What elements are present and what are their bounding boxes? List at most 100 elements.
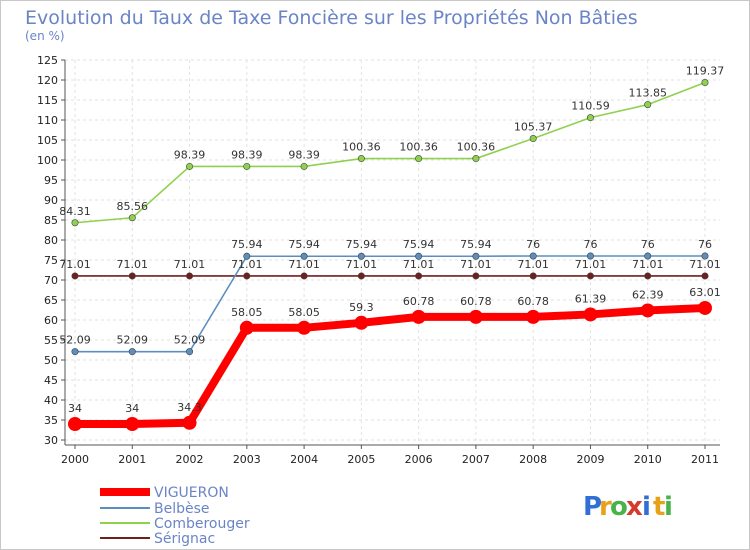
data-point-serignac-2009: [586, 272, 594, 280]
data-labels: 71.01 71.01 71.01 71.01 71.01 71.01 71.01 71.01…: [59, 65, 724, 415]
legend-label-comberouger: Comberouger: [154, 516, 250, 532]
data-label-comberouger-2001: 85.56: [117, 200, 149, 213]
ytick-label-70: 70: [44, 274, 58, 287]
data-point-vigueron-2009: [583, 307, 598, 322]
data-point-belbese-2007: [472, 252, 480, 260]
brand-letter-3: x: [626, 492, 643, 522]
ytick-label-120: 120: [37, 74, 58, 87]
ytick-label-85: 85: [44, 214, 58, 227]
data-point-belbese-2010: [644, 252, 652, 260]
data-label-belbese-2009: 76: [583, 238, 597, 251]
data-label-belbese-2004: 75.94: [288, 238, 320, 251]
data-point-vigueron-2003: [239, 320, 254, 335]
legend: VIGUERON Belbèse Comberouger Sérignac: [100, 485, 250, 547]
data-label-vigueron-2007: 60.78: [460, 295, 492, 308]
xtick-label-2000: 2000: [61, 453, 89, 466]
data-point-belbese-2008: [529, 252, 537, 260]
data-label-comberouger-2008: 105.37: [514, 121, 553, 134]
data-label-belbese-2003: 75.94: [231, 238, 263, 251]
data-label-comberouger-2011: 119.37: [686, 65, 725, 78]
data-label-comberouger-2005: 100.36: [342, 141, 381, 154]
data-label-belbese-2002: 52.09: [174, 334, 206, 347]
brand-letter-1: r: [599, 492, 612, 522]
data-label-vigueron-2005: 59.3: [349, 301, 374, 314]
data-label-comberouger-2006: 100.36: [399, 141, 438, 154]
data-label-comberouger-2002: 98.39: [174, 148, 206, 161]
data-point-comberouger-2005: [357, 155, 365, 163]
data-label-vigueron-2003: 58.05: [231, 306, 263, 319]
data-point-serignac-2004: [300, 272, 308, 280]
data-point-vigueron-2001: [125, 417, 140, 431]
data-point-serignac-2000: [71, 272, 79, 280]
ytick-label-80: 80: [44, 234, 58, 247]
ytick-label-50: 50: [44, 354, 58, 367]
chart-subtitle: (en %): [25, 29, 65, 43]
axes: [64, 60, 720, 446]
data-label-serignac-2009: 71.01: [575, 258, 607, 271]
xtick-label-2003: 2003: [233, 453, 261, 466]
data-point-belbese-2009: [586, 252, 594, 260]
data-point-comberouger-2008: [529, 135, 537, 143]
brand-letter-6: i: [664, 492, 673, 522]
grid: [65, 59, 720, 445]
data-point-serignac-2008: [529, 272, 537, 280]
data-point-vigueron-2008: [526, 309, 541, 324]
data-point-comberouger-2006: [415, 155, 423, 163]
data-label-comberouger-2010: 113.85: [628, 87, 667, 100]
data-label-vigueron-2009: 61.39: [575, 292, 607, 305]
xtick-label-2005: 2005: [347, 453, 375, 466]
data-label-vigueron-2002: 34.3: [177, 401, 202, 414]
data-label-belbese-2010: 76: [641, 238, 655, 251]
data-label-comberouger-2000: 84.31: [59, 205, 91, 218]
data-label-serignac-2003: 71.01: [231, 258, 263, 271]
ytick-label-75: 75: [44, 254, 58, 267]
legend-label-serignac: Sérignac: [154, 531, 215, 547]
data-point-serignac-2003: [243, 272, 251, 280]
data-label-comberouger-2009: 110.59: [571, 100, 610, 113]
ytick-label-105: 105: [37, 134, 58, 147]
data-point-belbese-2005: [357, 252, 365, 260]
data-label-serignac-2001: 71.01: [117, 258, 149, 271]
ytick-label-60: 60: [44, 314, 58, 327]
ytick-label-95: 95: [44, 174, 58, 187]
data-point-comberouger-2002: [186, 162, 194, 170]
data-point-serignac-2001: [128, 272, 136, 280]
xtick-label-2010: 2010: [634, 453, 662, 466]
data-label-comberouger-2003: 98.39: [231, 148, 263, 161]
ytick-label-65: 65: [44, 294, 58, 307]
data-label-belbese-2008: 76: [526, 238, 540, 251]
data-label-serignac-2000: 71.01: [59, 258, 91, 271]
data-label-belbese-2000: 52.09: [59, 334, 91, 347]
series: [68, 79, 712, 431]
ytick-label-90: 90: [44, 194, 58, 207]
series-line-belbese: [74, 255, 706, 353]
data-point-comberouger-2001: [128, 214, 136, 222]
data-point-serignac-2010: [644, 272, 652, 280]
ytick-label-100: 100: [37, 154, 58, 167]
data-point-vigueron-2005: [354, 315, 369, 330]
data-label-serignac-2002: 71.01: [174, 258, 206, 271]
data-label-vigueron-2006: 60.78: [403, 295, 435, 308]
legend-label-belbese: Belbèse: [154, 501, 210, 517]
ytick-label-35: 35: [44, 414, 58, 427]
xtick-label-2002: 2002: [176, 453, 204, 466]
x-ticks: 2000 2001 2002 2003 2004 2005 2006 2007 2008 2009…: [61, 445, 719, 466]
ytick-label-30: 30: [44, 434, 58, 447]
data-label-serignac-2005: 71.01: [346, 258, 378, 271]
xtick-label-2004: 2004: [290, 453, 318, 466]
data-point-belbese-2003: [243, 252, 251, 260]
data-point-comberouger-2000: [71, 219, 79, 227]
data-point-belbese-2002: [186, 348, 194, 356]
data-label-serignac-2007: 71.01: [460, 258, 492, 271]
data-point-vigueron-2011: [698, 300, 712, 315]
data-label-vigueron-2010: 62.39: [632, 288, 664, 301]
data-point-comberouger-2007: [472, 155, 480, 163]
data-point-vigueron-2007: [468, 309, 483, 324]
chart-title: Evolution du Taux de Taxe Foncière sur l…: [25, 7, 638, 29]
data-point-belbese-2000: [71, 348, 79, 356]
xtick-label-2001: 2001: [118, 453, 146, 466]
series-line-comberouger: [74, 81, 706, 224]
xtick-label-2006: 2006: [405, 453, 433, 466]
brand-letter-5: t: [653, 492, 665, 522]
